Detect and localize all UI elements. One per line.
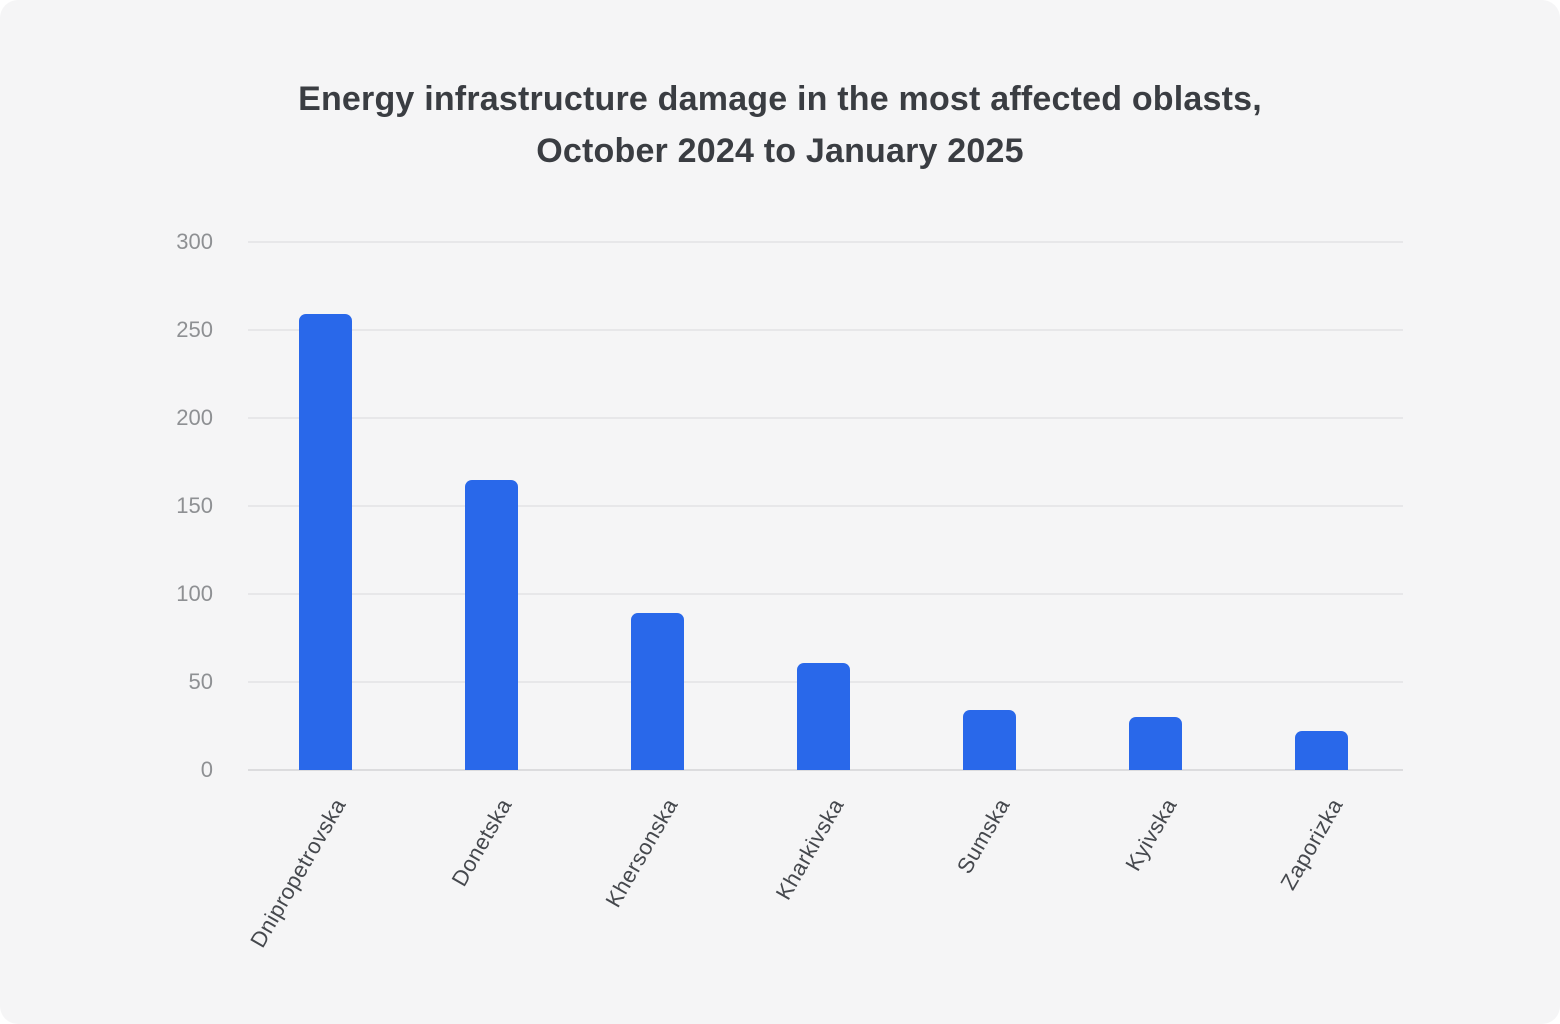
gridline (248, 593, 1403, 595)
y-axis-tick-label: 200 (176, 405, 213, 430)
x-axis-category-label: Dnipropetrovska (245, 794, 351, 952)
bar-zaporizka (1295, 731, 1349, 770)
y-axis-tick-label: 0 (200, 757, 213, 782)
gridline (248, 241, 1403, 243)
y-axis-tick-label: 50 (188, 669, 213, 694)
bar-khersonska (630, 613, 684, 770)
y-axis-tick-label: 300 (176, 229, 213, 254)
x-axis-category-label: Sumska (952, 794, 1016, 878)
x-axis-category-label: Kharkivska (771, 794, 849, 905)
y-axis-tick-label: 100 (176, 581, 213, 606)
bar-dnipropetrovska (298, 314, 352, 770)
gridline (248, 505, 1403, 507)
y-axis-tick-label: 250 (176, 317, 213, 342)
gridline (248, 329, 1403, 331)
bar-kharkivska (796, 662, 850, 770)
x-axis-baseline (248, 769, 1403, 771)
bar-sumska (962, 710, 1016, 770)
bar-kyivska (1129, 717, 1182, 770)
chart-title-line-1: Energy infrastructure damage in the most… (298, 80, 1262, 118)
x-axis-category-label: Zaporizka (1275, 794, 1348, 895)
chart-title: Energy infrastructure damage in the most… (0, 73, 1560, 177)
chart-title-line-2: October 2024 to January 2025 (536, 132, 1024, 170)
x-axis-category-label: Khersonska (600, 794, 683, 912)
bar-donetska (464, 479, 518, 770)
x-axis-category-label: Donetska (446, 794, 517, 891)
x-axis-category-label: Kyivska (1119, 794, 1182, 876)
y-axis-tick-label: 150 (176, 493, 213, 518)
gridline (248, 417, 1403, 419)
